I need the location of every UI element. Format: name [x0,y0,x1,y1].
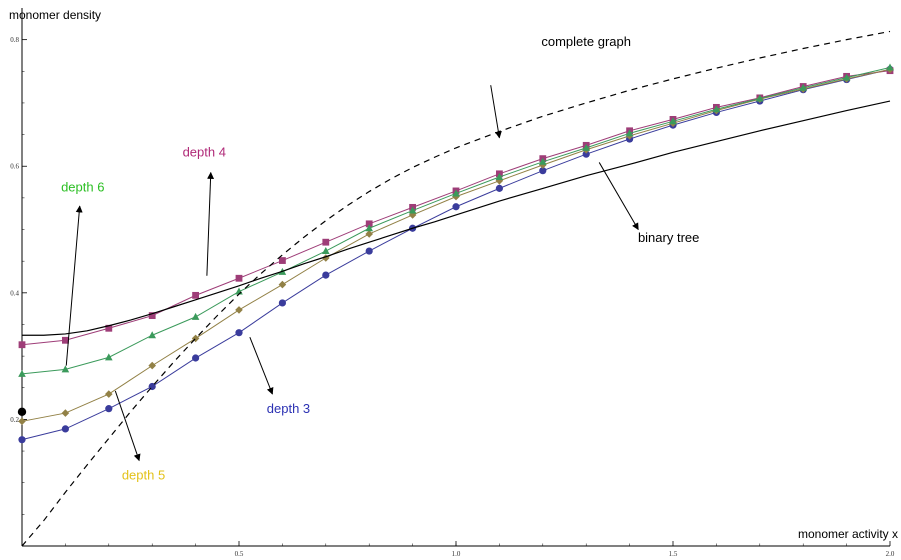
data-point [452,189,460,197]
annotation-arrow [249,336,274,395]
x-tick-label: 1.5 [669,550,678,558]
data-point [235,329,243,337]
data-point [712,105,721,113]
annotation-depth-3: depth 3 [249,336,310,416]
data-point [279,257,286,264]
x-tick-label: 1.0 [452,550,461,558]
data-point [539,157,547,165]
x-ticks: 0.5 1.0 1.5 2.0 [65,541,895,558]
data-point [62,336,69,344]
data-point [582,143,590,151]
data-point [322,247,330,255]
data-point [61,425,69,433]
data-point [191,312,200,320]
data-point [61,409,70,417]
data-point [408,211,417,219]
series-depth-3 [18,65,894,444]
data-point [61,365,70,373]
annotation-arrow [114,390,141,462]
data-point [625,129,634,137]
annotation-label: binary tree [638,230,699,245]
data-point [148,312,156,320]
data-point [191,334,200,343]
y-tick-label: 0.6 [10,163,19,171]
data-point [235,274,243,282]
annotation-arrow [598,162,639,231]
data-point [18,436,26,444]
series-layer [17,30,894,547]
annotation-depth-5: depth 5 [114,390,165,483]
data-point [495,172,504,180]
annotation-label: complete graph [541,34,631,49]
data-point [365,220,373,228]
data-point [365,230,373,238]
annotation-complete-graph: complete graph [490,34,631,139]
data-point [105,353,113,361]
special-point [17,407,27,417]
data-point [18,417,26,426]
annotation-binary-tree: binary tree [598,162,699,245]
data-point [192,291,199,299]
y-tick-label: 0.2 [10,416,19,424]
data-point [278,299,286,307]
series-binary-tree [22,100,891,336]
data-point [235,306,243,314]
x-axis-title: monomer activity x [798,527,898,541]
data-point [148,361,156,370]
data-point [582,150,590,158]
y-tick-label: 0.8 [10,36,19,44]
data-point [539,167,547,175]
data-point [365,224,373,232]
data-point [799,83,807,91]
series-complete-graph [21,30,891,547]
data-point [192,354,200,362]
data-point [148,331,156,339]
data-point [886,63,894,71]
data-point [452,203,460,211]
data-point [105,324,113,332]
annotation-depth-6: depth 6 [61,180,104,366]
data-point [322,271,330,279]
data-point [105,405,113,413]
y-tick-label: 0.4 [10,289,19,297]
series-line [21,30,891,547]
data-point [105,390,113,398]
data-point [842,73,851,81]
annotation-arrow [490,85,502,139]
data-point [452,192,460,201]
annotation-depth-4: depth 4 [183,145,226,276]
x-tick-label: 0.5 [235,550,244,558]
annotation-label: depth 4 [183,145,226,160]
data-point [408,206,417,214]
data-point [756,94,764,102]
annotation-arrow [206,171,215,276]
y-axis-title: monomer density [9,8,101,22]
data-point [365,247,373,255]
annotation-label: depth 6 [61,180,104,195]
data-point [495,184,503,192]
data-point [322,238,330,246]
data-point [18,369,26,377]
annotation-arrow [65,205,83,366]
data-point [18,341,26,349]
series-depth-6 [18,63,894,377]
annotation-label: depth 5 [122,468,165,483]
annotation-layer: complete graph depth 4 depth 6 binary tree d… [61,34,699,483]
y-ticks: 0.2 0.4 0.6 0.8 [10,36,27,515]
data-point [669,117,677,125]
axes: 0.5 1.0 1.5 2.0 0.2 0.4 0.6 0.8 monomer activi… [9,8,898,558]
series-line [22,100,891,336]
x-tick-label: 2.0 [886,550,895,558]
data-point [278,280,287,289]
series-line [21,67,891,375]
series-depth-5 [18,65,894,426]
data-point [322,254,330,262]
annotation-label: depth 3 [267,401,310,416]
